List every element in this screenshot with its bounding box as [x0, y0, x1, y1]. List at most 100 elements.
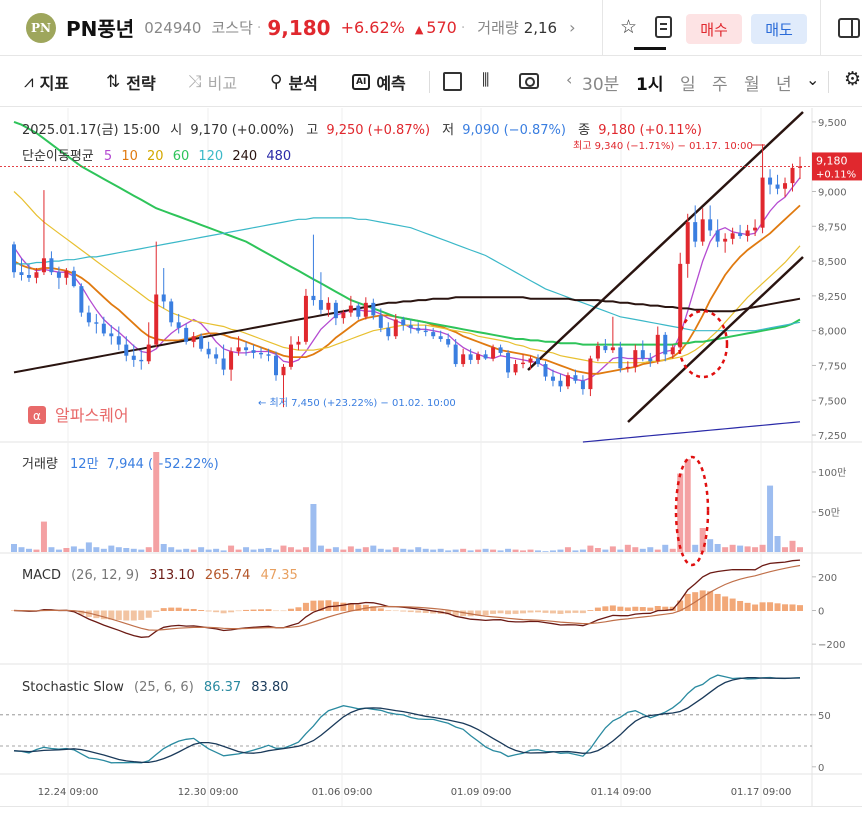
stochastic-d-line [13, 676, 801, 764]
period-month[interactable]: 월 [744, 75, 760, 95]
macd-histogram-bar [123, 610, 130, 621]
stock-name[interactable]: PN풍년 [66, 17, 135, 41]
macd-histogram-bar [624, 607, 631, 611]
trendline-upper[interactable] [527, 111, 804, 371]
volume-bar [647, 547, 654, 552]
current-price: 9,180 [267, 15, 331, 40]
macd-histogram-bar [310, 600, 317, 611]
candle-icon[interactable]: ⫼ [482, 70, 490, 89]
stochastic-legend[interactable]: Stochastic Slow (25, 6, 6) 86.37 83.80 [22, 680, 289, 695]
memo-icon[interactable] [655, 16, 672, 38]
chart-frame [0, 108, 862, 806]
volume-bar [18, 547, 25, 552]
candle-body [251, 350, 256, 353]
macd-histogram-bar [168, 607, 175, 611]
volume-bar [594, 548, 601, 552]
volume-bar [63, 548, 70, 552]
volume-bar [722, 547, 729, 552]
volume-bar [609, 546, 616, 552]
analysis-button[interactable]: ⚲ 분석 [270, 70, 318, 94]
sell-button[interactable]: 매도 [751, 14, 807, 44]
indicator-button[interactable]: ⩘ 지표 [24, 70, 69, 94]
period-year[interactable]: 년 [776, 75, 792, 95]
period-week[interactable]: 주 [712, 75, 728, 95]
candle-body [588, 358, 593, 390]
macd-histogram-bar [175, 607, 182, 611]
macd-histogram-bar [572, 610, 579, 613]
volume-bar [707, 539, 714, 552]
period-day[interactable]: 일 [680, 75, 696, 95]
stock-chart[interactable]: 9,5009,2509,0008,7508,5008,2508,0007,750… [0, 108, 862, 806]
panel-icon[interactable] [838, 18, 860, 38]
macd-histogram-bar [78, 610, 85, 615]
volume-bar [782, 547, 789, 552]
candle-body [34, 272, 39, 278]
volume-bar [25, 548, 32, 552]
camera-icon[interactable] [519, 73, 539, 89]
macd-histogram-bar [527, 610, 534, 613]
macd-histogram-bar [258, 609, 265, 611]
forecast-button[interactable]: AI 예측 [352, 70, 406, 94]
candle-body [565, 375, 570, 387]
macd-tick-label: 0 [818, 607, 824, 618]
volume-bar [317, 545, 324, 552]
chevron-right-icon[interactable]: › [569, 18, 576, 37]
candle-body [543, 364, 548, 377]
volume-title: 거래량 [22, 457, 58, 472]
candle-body [49, 258, 54, 273]
square-icon[interactable] [443, 72, 462, 91]
strategy-button[interactable]: ⇅ 전략 [106, 70, 156, 94]
candle-body [393, 319, 398, 337]
star-icon[interactable]: ☆ [620, 16, 638, 38]
bottom-info-strip [0, 806, 862, 825]
candle-body [498, 347, 503, 353]
candle-body [550, 376, 555, 381]
volume-bar [400, 548, 407, 552]
volume-bar [505, 548, 512, 552]
candle-body [618, 347, 623, 369]
chevron-down-icon[interactable]: ⌄ [806, 70, 820, 89]
macd-histogram-bar [617, 606, 624, 611]
period-1hour[interactable]: 1시 [636, 75, 664, 95]
macd-histogram-bar [235, 610, 242, 612]
volume-bar [85, 542, 92, 552]
ma-legend[interactable]: 단순이동평균 5 10 20 60 120 240 480 [22, 149, 291, 164]
candle-body [723, 238, 728, 242]
macd-histogram-bar [108, 610, 115, 620]
volume-bar [677, 473, 684, 552]
macd-histogram-bar [535, 610, 541, 613]
low-annotation: ← 최저 7,450 (+23.22%) − 01.02. 10:00 [258, 397, 456, 409]
change-amount: ▲ 570 [415, 18, 457, 37]
change-percent: +6.62% [340, 18, 405, 37]
macd-legend[interactable]: MACD (26, 12, 9) 313.10 265.74 47.35 [22, 568, 298, 583]
macd-histogram-bar [684, 593, 691, 611]
candle-body [146, 344, 151, 362]
compare-icon: ⤨ [188, 72, 202, 92]
volume-legend[interactable]: 거래량 12만 7,944 (−52.22%) [22, 457, 219, 472]
macd-title: MACD [22, 568, 61, 583]
buy-button[interactable]: 매수 [686, 14, 742, 44]
macd-histogram-bar [482, 610, 489, 616]
volume-bar [527, 549, 534, 552]
candle-body [386, 327, 391, 337]
compare-button[interactable]: ⤨ 비교 [188, 70, 237, 94]
trendline-lower[interactable] [627, 256, 804, 423]
price-tick-label: 9,500 [818, 118, 847, 129]
candle-body [363, 302, 368, 317]
volume-bar [138, 549, 145, 552]
macd-histogram-bar [520, 610, 527, 614]
volume-bar [482, 548, 489, 552]
line-chart-icon: ⩘ [24, 72, 34, 92]
info-open-label: 시 [170, 123, 182, 138]
settings-icon[interactable]: ⚙ [844, 68, 862, 90]
time-tick-label: 01.14 09:00 [591, 787, 652, 798]
volume-bar [190, 549, 197, 552]
candle-body [244, 347, 249, 351]
time-tick-label: 12.30 09:00 [178, 787, 239, 798]
chevron-left-icon[interactable]: ‹ [566, 70, 573, 89]
macd-histogram-bar [557, 610, 564, 614]
candle-body [169, 301, 174, 323]
info-low: 9,090 (−0.87%) [462, 123, 566, 138]
period-30min[interactable]: 30분 [582, 75, 620, 95]
volume-bar [572, 550, 579, 552]
